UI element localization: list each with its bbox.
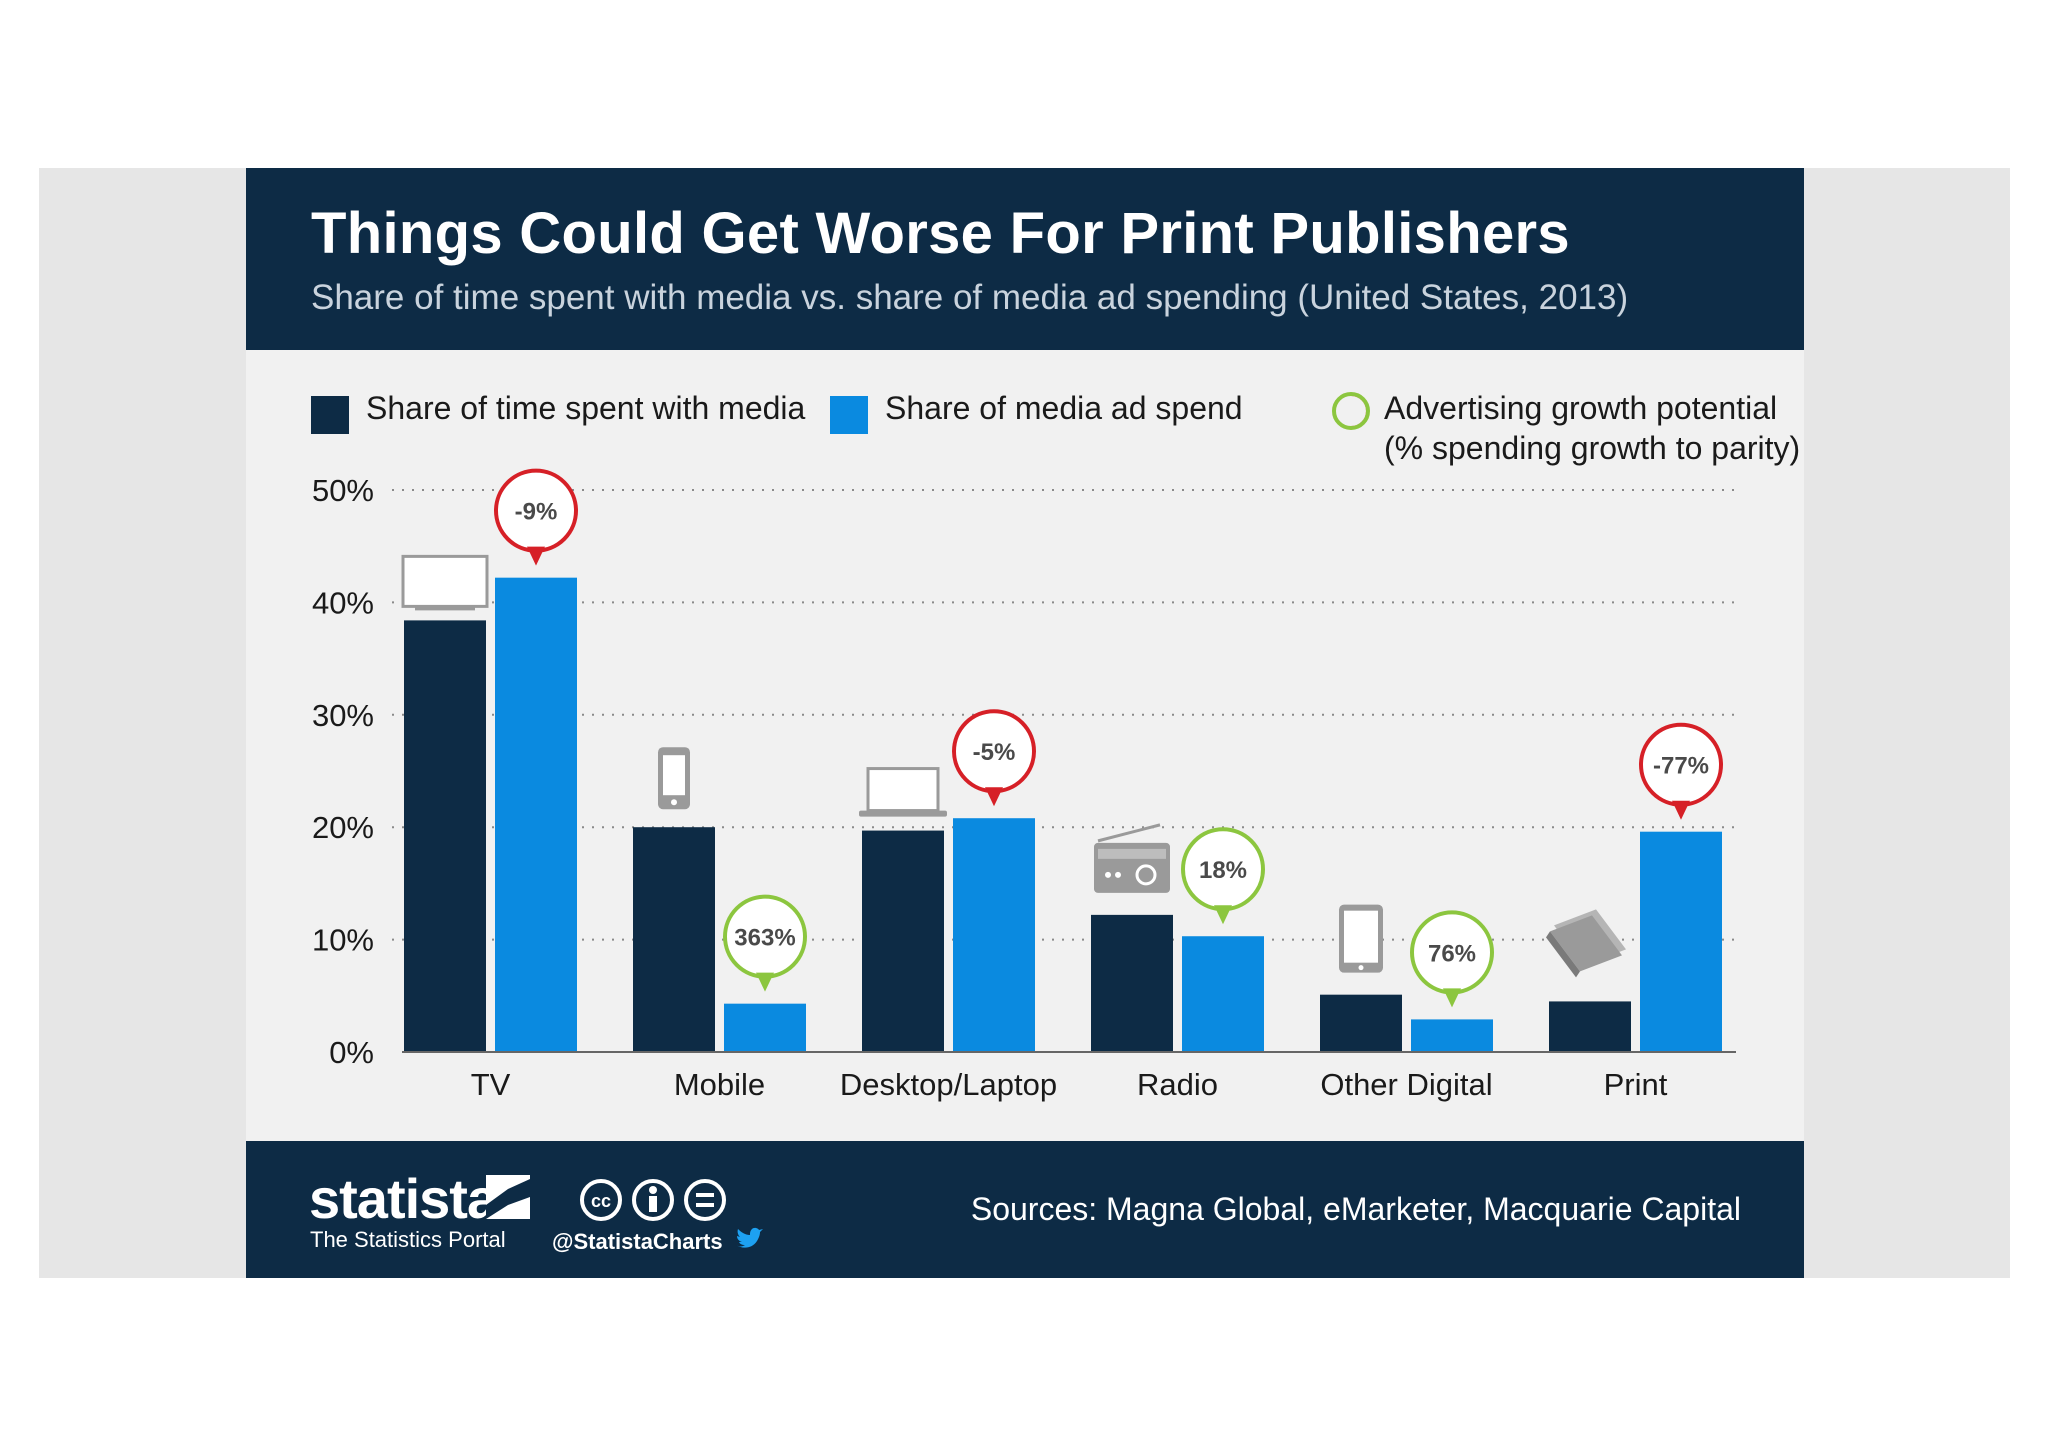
tv-icon bbox=[401, 554, 489, 611]
bar-spend bbox=[495, 577, 577, 1052]
y-tick-label: 30% bbox=[312, 698, 374, 733]
legend-label-spend: Share of media ad spend bbox=[885, 390, 1243, 426]
growth-marker: -9% bbox=[494, 468, 578, 566]
bar-spend bbox=[1182, 936, 1264, 1052]
bar-time bbox=[1320, 994, 1402, 1052]
growth-label: -9% bbox=[515, 499, 558, 526]
category-label: Radio bbox=[1137, 1067, 1218, 1102]
svg-text:cc: cc bbox=[591, 1191, 611, 1211]
bar-chart: 0% 10% 20% 30% 40% 50% -9% TV 363% Mobile -5% Deskt… bbox=[312, 468, 1736, 1102]
growth-marker-pointer bbox=[527, 546, 545, 566]
bar-time bbox=[862, 830, 944, 1052]
growth-label: 18% bbox=[1199, 857, 1247, 884]
growth-label: 76% bbox=[1428, 940, 1476, 967]
y-tick-label: 10% bbox=[312, 923, 374, 958]
newspaper-icon bbox=[1546, 909, 1626, 978]
brand-logo: statista bbox=[309, 1167, 498, 1230]
smartphone-icon bbox=[658, 747, 690, 810]
growth-label: -5% bbox=[973, 739, 1016, 766]
growth-marker-pointer bbox=[985, 787, 1003, 807]
bar-time bbox=[633, 827, 715, 1052]
category-label: Other Digital bbox=[1320, 1067, 1492, 1102]
brand-tagline: The Statistics Portal bbox=[310, 1227, 506, 1252]
bar-spend bbox=[1640, 831, 1722, 1052]
header: Things Could Get Worse For Print Publish… bbox=[246, 168, 1804, 350]
category-label: Desktop/Laptop bbox=[840, 1067, 1057, 1102]
infographic-card: Things Could Get Worse For Print Publish… bbox=[246, 168, 1804, 1278]
category-label: Print bbox=[1604, 1067, 1668, 1102]
growth-marker-pointer bbox=[1214, 905, 1232, 925]
growth-marker: 18% bbox=[1181, 827, 1265, 925]
growth-marker: 363% bbox=[723, 894, 807, 992]
radio-icon bbox=[1094, 823, 1170, 893]
legend-label-growth-sub: (% spending growth to parity) bbox=[1384, 430, 1801, 466]
laptop-icon bbox=[859, 767, 947, 817]
legend: Share of time spent with media Share of … bbox=[311, 390, 1800, 490]
growth-marker: -77% bbox=[1639, 722, 1723, 820]
tablet-icon bbox=[1339, 904, 1383, 973]
bar-time bbox=[1549, 1001, 1631, 1052]
growth-marker-pointer bbox=[756, 972, 774, 992]
legend-swatch-time bbox=[311, 396, 349, 434]
twitter-bird-icon bbox=[736, 1227, 763, 1248]
growth-label: 363% bbox=[734, 925, 795, 952]
growth-marker: -5% bbox=[952, 709, 1036, 807]
legend-label-growth: Advertising growth potential bbox=[1384, 390, 1778, 426]
chart-subtitle: Share of time spent with media vs. share… bbox=[311, 278, 1629, 317]
statista-logo-icon bbox=[486, 1175, 530, 1219]
no-derivatives-icon bbox=[684, 1179, 726, 1221]
footer: statista The Statistics Portal cc @Stati… bbox=[246, 1141, 1804, 1278]
bar-spend bbox=[1411, 1019, 1493, 1052]
growth-ring-icon bbox=[1332, 392, 1370, 430]
creative-commons-icons: cc bbox=[580, 1179, 726, 1221]
chart-title: Things Could Get Worse For Print Publish… bbox=[311, 201, 1570, 266]
category-label: Mobile bbox=[674, 1067, 765, 1102]
growth-marker: 76% bbox=[1410, 910, 1494, 1008]
legend-label-time: Share of time spent with media bbox=[366, 390, 806, 426]
bar-spend bbox=[953, 818, 1035, 1052]
y-tick-label: 50% bbox=[312, 473, 374, 508]
growth-marker-pointer bbox=[1443, 988, 1461, 1008]
growth-marker-pointer bbox=[1672, 800, 1690, 820]
growth-label: -77% bbox=[1653, 753, 1709, 780]
cc-icon: cc bbox=[580, 1179, 622, 1221]
legend-swatch-spend bbox=[830, 396, 868, 434]
bar-spend bbox=[724, 1003, 806, 1052]
attribution-icon bbox=[632, 1179, 674, 1221]
sources-note: Sources: Magna Global, eMarketer, Macqua… bbox=[970, 1191, 1741, 1227]
bar-time bbox=[404, 620, 486, 1052]
twitter-handle: @StatistaCharts bbox=[552, 1229, 723, 1254]
category-label: TV bbox=[471, 1067, 511, 1102]
y-tick-label: 40% bbox=[312, 585, 374, 620]
y-tick-label: 0% bbox=[329, 1035, 374, 1070]
y-tick-label: 20% bbox=[312, 810, 374, 845]
bar-time bbox=[1091, 914, 1173, 1052]
